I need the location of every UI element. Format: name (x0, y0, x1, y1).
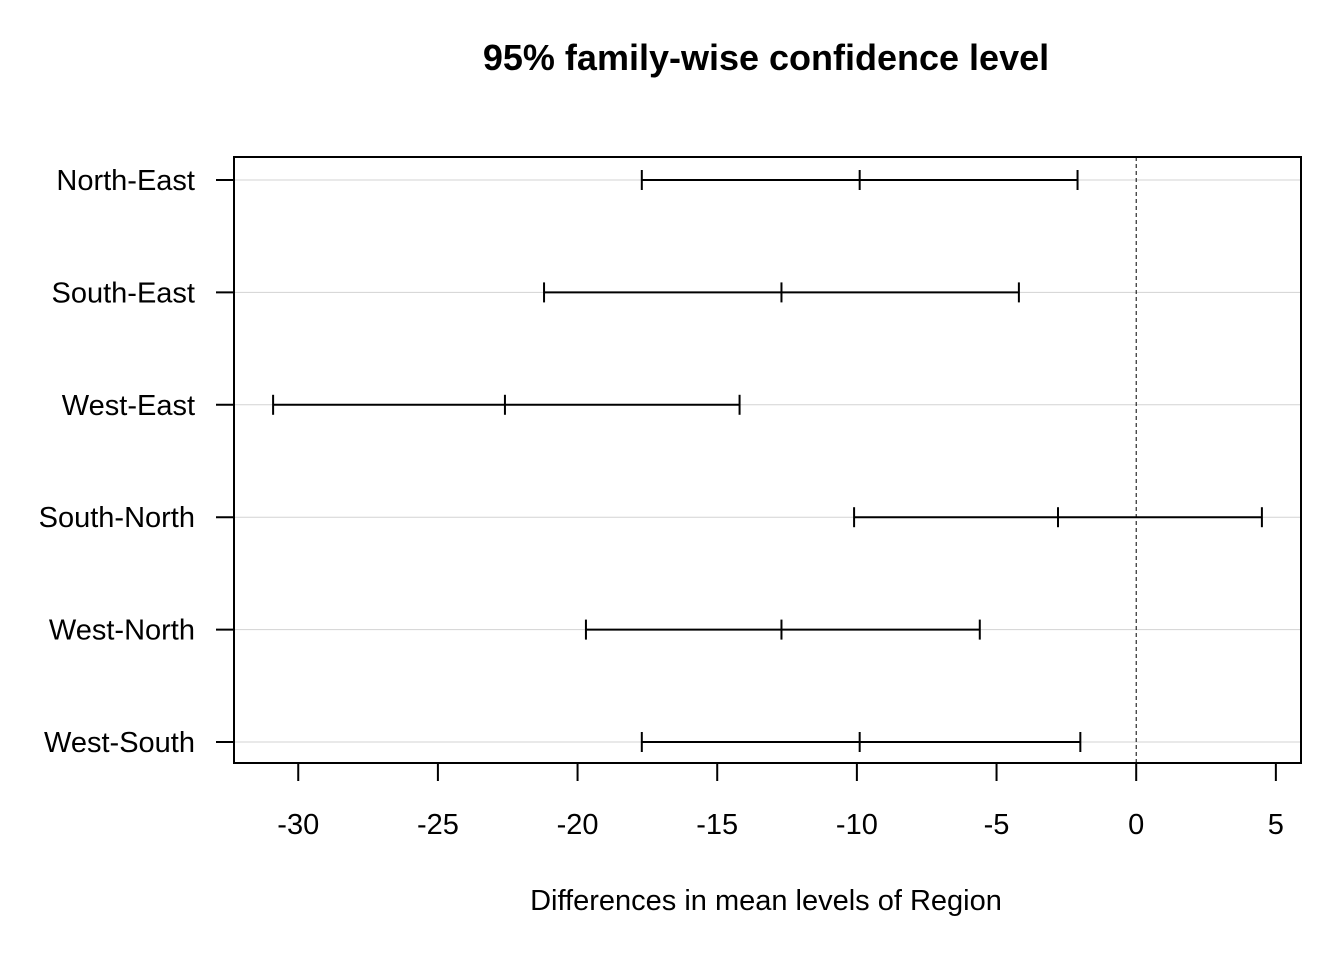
grid-lines (234, 179, 1301, 743)
x-tick-label: -5 (984, 809, 1010, 841)
interval-west-north (584, 619, 981, 640)
interval-group (272, 170, 1263, 752)
y-category-label: South-North (39, 502, 195, 534)
x-tick-label: -30 (277, 809, 319, 841)
x-tick-label: 0 (1128, 809, 1144, 841)
x-tick-label: -15 (696, 809, 738, 841)
x-tick-label: -20 (557, 809, 599, 841)
x-tick-label: -10 (836, 809, 878, 841)
y-category-label: West-South (44, 727, 195, 759)
interval-west-south (640, 732, 1082, 752)
y-category-label: West-East (62, 390, 195, 422)
interval-north-east (640, 170, 1079, 190)
interval-west-east (272, 394, 741, 415)
chart-title: 95% family-wise confidence level (483, 37, 1049, 78)
y-axis: North-East South-East West-East South-North… (39, 165, 235, 759)
y-category-label: West-North (49, 615, 195, 647)
interval-south-east (543, 282, 1020, 303)
x-axis-label: Differences in mean levels of Region (530, 885, 1002, 917)
x-tick-label: -25 (417, 809, 459, 841)
x-axis: -30 -25 -20 -15 -10 -5 0 5 (277, 762, 1284, 841)
x-tick-label: 5 (1268, 809, 1284, 841)
interval-south-north (853, 507, 1263, 528)
y-category-label: South-East (52, 277, 195, 309)
y-category-label: North-East (56, 165, 195, 197)
plot-frame (233, 156, 1302, 764)
